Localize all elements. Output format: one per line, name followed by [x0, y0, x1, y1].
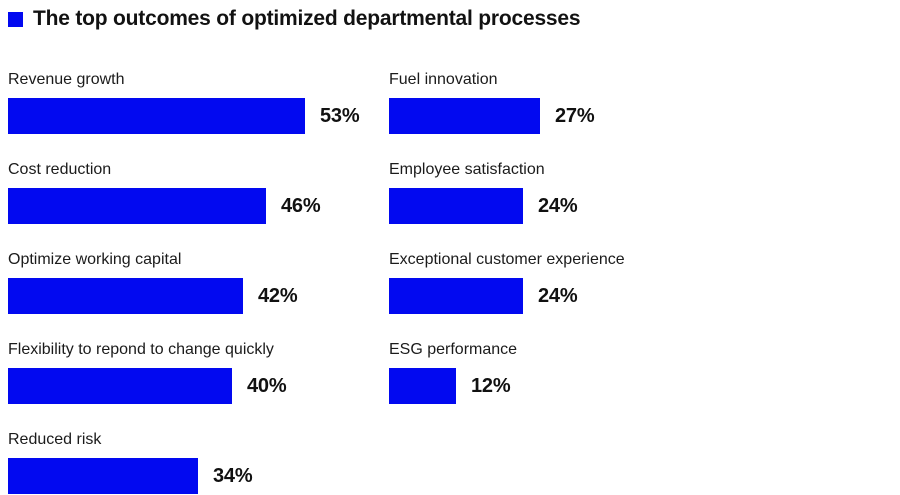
- bar-track: 46%: [8, 188, 389, 224]
- bar-value-label: 24%: [538, 284, 578, 307]
- bar-column-right: Fuel innovation 27% Employee satisfactio…: [389, 70, 900, 430]
- chart-title: The top outcomes of optimized department…: [33, 7, 581, 30]
- bar-value-label: 12%: [471, 374, 511, 397]
- bar-row: Cost reduction 46%: [8, 160, 389, 224]
- bar-row: Fuel innovation 27%: [389, 70, 900, 134]
- bar-row: Employee satisfaction 24%: [389, 160, 900, 224]
- bar: [8, 98, 305, 134]
- bar-track: 40%: [8, 368, 389, 404]
- bar-value-label: 42%: [258, 284, 298, 307]
- bar: [8, 368, 232, 404]
- bar-row: Revenue growth 53%: [8, 70, 389, 134]
- bar-label: Flexibility to repond to change quickly: [8, 341, 274, 358]
- bar-column-left: Revenue growth 53% Cost reduction 46% Op…: [8, 70, 389, 495]
- bar: [389, 98, 540, 134]
- bar: [389, 368, 456, 404]
- bar-row: Reduced risk 34%: [8, 430, 389, 494]
- bar: [8, 188, 266, 224]
- bar-label: ESG performance: [389, 341, 518, 358]
- bar-label: Revenue growth: [8, 71, 125, 88]
- bar-value-label: 34%: [213, 464, 253, 487]
- bar-track: 34%: [8, 458, 389, 494]
- chart-header: The top outcomes of optimized department…: [8, 5, 900, 33]
- bar-row: Optimize working capital 42%: [8, 250, 389, 314]
- bar-row: Flexibility to repond to change quickly …: [8, 340, 389, 404]
- bar-chart: Revenue growth 53% Cost reduction 46% Op…: [8, 70, 900, 495]
- bar: [389, 278, 523, 314]
- bar: [389, 188, 523, 224]
- bar-label: Fuel innovation: [389, 71, 498, 88]
- bar-track: 24%: [389, 278, 900, 314]
- square-bullet-icon: [8, 12, 23, 27]
- bar-row: Exceptional customer experience 24%: [389, 250, 900, 314]
- bar-label: Reduced risk: [8, 431, 102, 448]
- bar-track: 27%: [389, 98, 900, 134]
- bar-track: 12%: [389, 368, 900, 404]
- bar-value-label: 46%: [281, 194, 321, 217]
- bar-value-label: 40%: [247, 374, 287, 397]
- bar-value-label: 53%: [320, 104, 360, 127]
- bar-row: ESG performance 12%: [389, 340, 900, 404]
- bar-track: 53%: [8, 98, 389, 134]
- bar: [8, 278, 243, 314]
- bar-label: Employee satisfaction: [389, 161, 545, 178]
- bar-value-label: 24%: [538, 194, 578, 217]
- bar-track: 24%: [389, 188, 900, 224]
- bar-value-label: 27%: [555, 104, 595, 127]
- bar-label: Exceptional customer experience: [389, 251, 625, 268]
- bar-track: 42%: [8, 278, 389, 314]
- bar-label: Cost reduction: [8, 161, 112, 178]
- bar-label: Optimize working capital: [8, 251, 182, 268]
- bar: [8, 458, 198, 494]
